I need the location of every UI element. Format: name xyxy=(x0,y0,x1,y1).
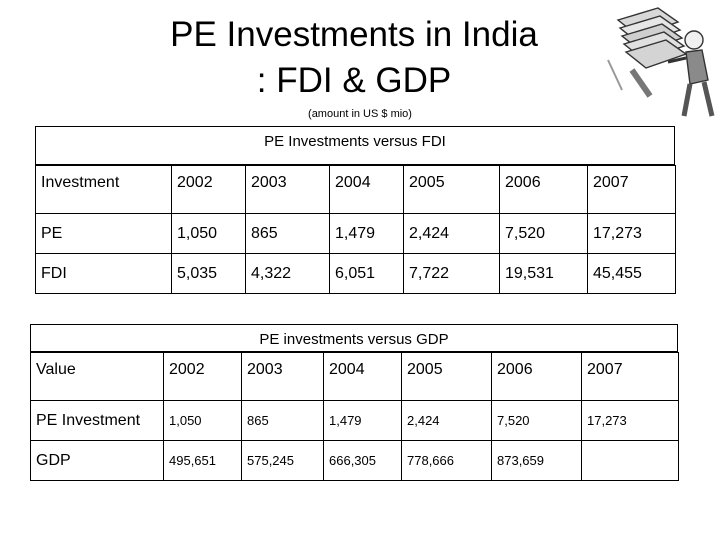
table-cell: 2002 xyxy=(171,165,246,214)
table-cell: 2002 xyxy=(163,352,242,401)
table-cell: Value xyxy=(30,352,164,401)
table-cell: GDP xyxy=(30,440,164,481)
table-cell: 4,322 xyxy=(245,253,330,294)
table-row: GDP 495,651 575,245 666,305 778,666 873,… xyxy=(30,440,679,481)
table-cell: 1,050 xyxy=(171,213,246,254)
table-cell: 45,455 xyxy=(587,253,676,294)
table-cell: 1,479 xyxy=(323,400,402,441)
man-carrying-money-stack-icon xyxy=(607,7,715,117)
table-cell: 17,273 xyxy=(587,213,676,254)
slide-subtitle: (amount in US $ mio) xyxy=(308,108,412,120)
table-cell: 2003 xyxy=(241,352,324,401)
pe-vs-gdp-title: PE investments versus GDP xyxy=(30,324,678,352)
table-cell: 5,035 xyxy=(171,253,246,294)
table-header-row: Value 2002 2003 2004 2005 2006 2007 xyxy=(30,352,679,401)
title-line-1: PE Investments in India xyxy=(170,15,538,54)
table-row: PE Investment 1,050 865 1,479 2,424 7,52… xyxy=(30,400,679,441)
table-cell: 19,531 xyxy=(499,253,588,294)
table-cell: 778,666 xyxy=(401,440,492,481)
table-cell: 2006 xyxy=(491,352,582,401)
table-cell: 2007 xyxy=(581,352,679,401)
table-header-row: Investment 2002 2003 2004 2005 2006 2007 xyxy=(35,165,676,214)
table-cell: 7,722 xyxy=(403,253,500,294)
table-cell: PE Investment xyxy=(30,400,164,441)
table-cell: FDI xyxy=(35,253,172,294)
table-row: FDI 5,035 4,322 6,051 7,722 19,531 45,45… xyxy=(35,253,676,294)
pe-vs-fdi-title: PE Investments versus FDI xyxy=(35,126,675,165)
table-cell: 7,520 xyxy=(499,213,588,254)
table-cell: 17,273 xyxy=(581,400,679,441)
table-cell: 2,424 xyxy=(403,213,500,254)
table-cell: 7,520 xyxy=(491,400,582,441)
table-cell: 2006 xyxy=(499,165,588,214)
pe-vs-fdi-table: PE Investments versus FDI Investment 200… xyxy=(35,126,676,294)
table-cell xyxy=(581,440,679,481)
table-cell: 2007 xyxy=(587,165,676,214)
table-cell: 2003 xyxy=(245,165,330,214)
pe-vs-gdp-table: PE investments versus GDP Value 2002 200… xyxy=(30,324,679,481)
table-cell: 6,051 xyxy=(329,253,404,294)
table-cell: 1,050 xyxy=(163,400,242,441)
table-cell: 2005 xyxy=(403,165,500,214)
table-cell: 873,659 xyxy=(491,440,582,481)
table-row: PE 1,050 865 1,479 2,424 7,520 17,273 xyxy=(35,213,676,254)
table-cell: 575,245 xyxy=(241,440,324,481)
slide-title: PE Investments in India : FDI & GDP xyxy=(0,12,708,104)
table-cell: 2004 xyxy=(323,352,402,401)
table-cell: 2004 xyxy=(329,165,404,214)
table-cell: 666,305 xyxy=(323,440,402,481)
table-cell: 495,651 xyxy=(163,440,242,481)
table-cell: 865 xyxy=(245,213,330,254)
title-line-2: : FDI & GDP xyxy=(256,61,452,100)
table-cell: 1,479 xyxy=(329,213,404,254)
table-cell: PE xyxy=(35,213,172,254)
table-cell: 2005 xyxy=(401,352,492,401)
table-cell: Investment xyxy=(35,165,172,214)
table-cell: 2,424 xyxy=(401,400,492,441)
table-cell: 865 xyxy=(241,400,324,441)
